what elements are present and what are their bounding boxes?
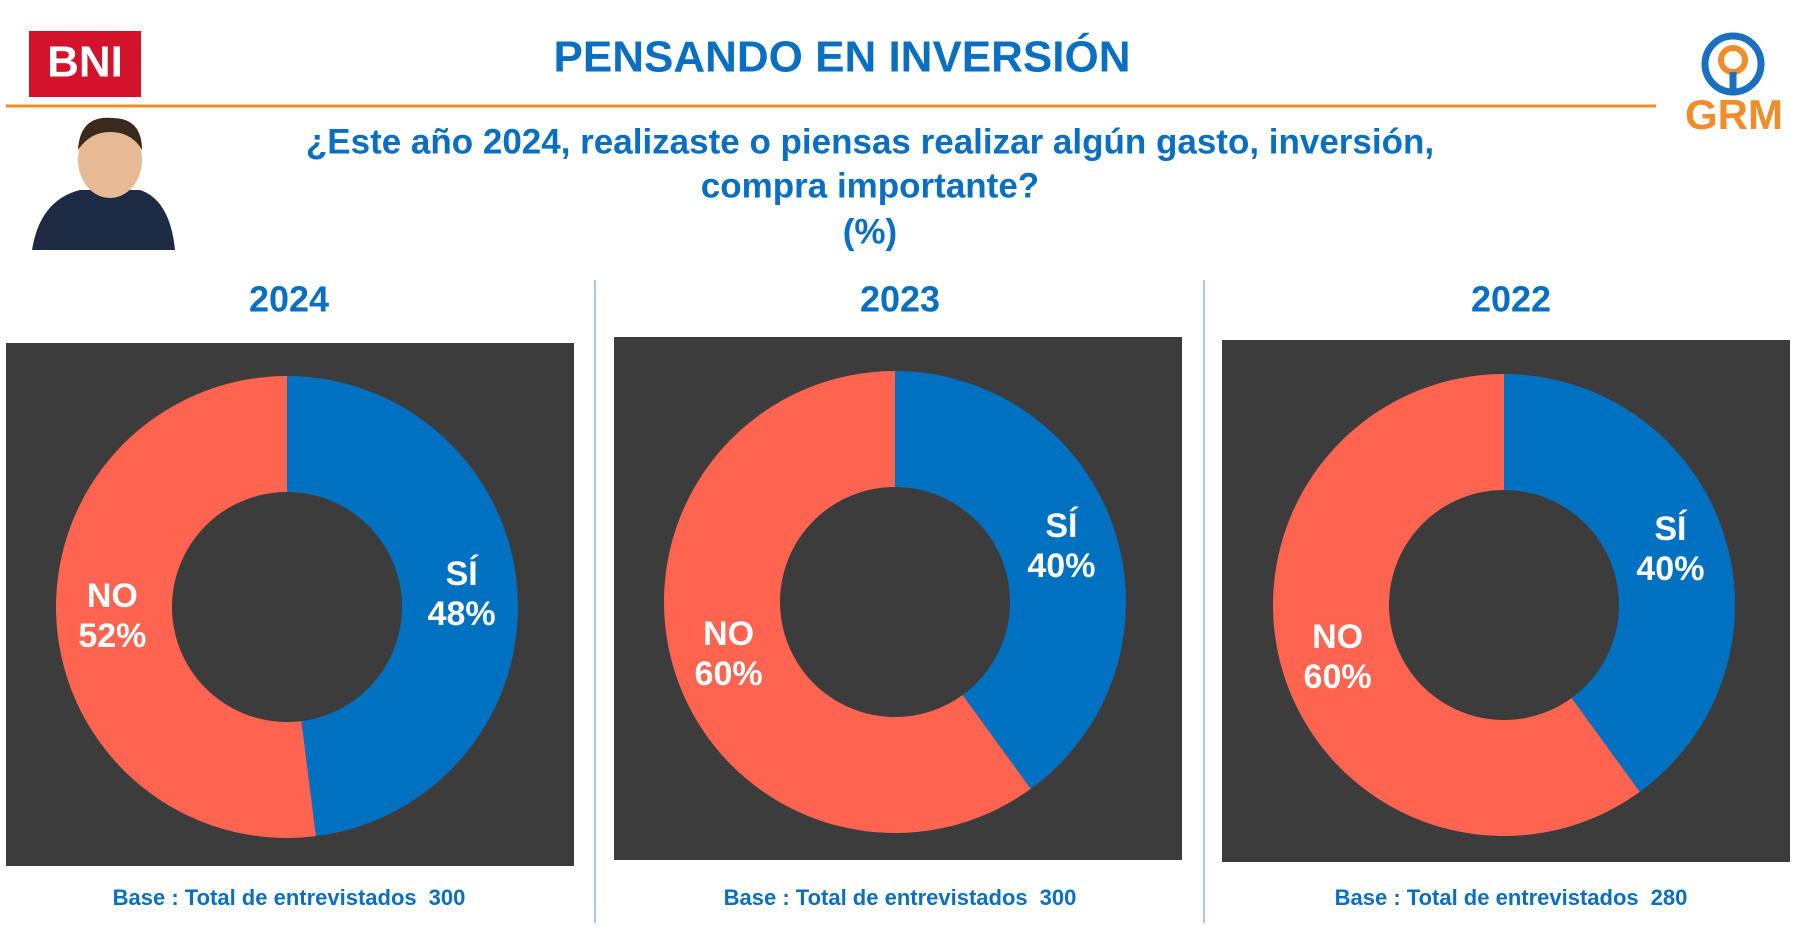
base-label: Base : Total de entrevistados [724,885,1028,910]
base-count: 300 [429,885,466,910]
segment-label: NO [1312,618,1363,656]
value-label: 40% [1636,550,1704,588]
value-label: 48% [428,595,496,633]
value-label: 52% [78,617,146,655]
chart-title: 2023 [860,279,940,320]
segment-label: NO [87,577,138,615]
donut-segment [55,376,316,838]
donut-segment [1504,374,1736,792]
grm-logo-text: GRM [1685,91,1783,138]
base-label: Base : Total de entrevistados [1335,885,1639,910]
chart-title: 2024 [249,279,329,320]
donut-segment [664,371,1031,833]
person-illustration [32,117,175,250]
base-count: 300 [1040,885,1077,910]
base-count: 280 [1651,885,1688,910]
grm-logo-icon [1701,32,1765,96]
base-label: Base : Total de entrevistados [113,885,417,910]
donut-segment [895,371,1126,789]
segment-label: SÍ [446,555,480,593]
value-label: 60% [695,655,763,693]
donut-segment [1273,374,1640,836]
question-unit: (%) [843,212,897,251]
segment-label: NO [703,615,754,653]
page-title: PENSANDO EN INVERSIÓN [554,32,1131,82]
bni-logo-text: BNI [47,38,123,87]
segment-label: SÍ [1654,510,1688,548]
bni-logo [29,31,141,97]
value-label: 40% [1027,547,1095,585]
question-line: ¿Este año 2024, realizaste o piensas rea… [306,122,1434,161]
base-note: Base : Total de entrevistados 280 [1335,885,1688,910]
base-note: Base : Total de entrevistados 300 [724,885,1077,910]
question-line: compra importante? [701,166,1039,205]
base-note: Base : Total de entrevistados 300 [113,885,466,910]
value-label: 60% [1304,658,1372,696]
donut-segment [287,376,518,837]
segment-label: SÍ [1045,507,1079,545]
chart-title: 2022 [1471,279,1551,320]
